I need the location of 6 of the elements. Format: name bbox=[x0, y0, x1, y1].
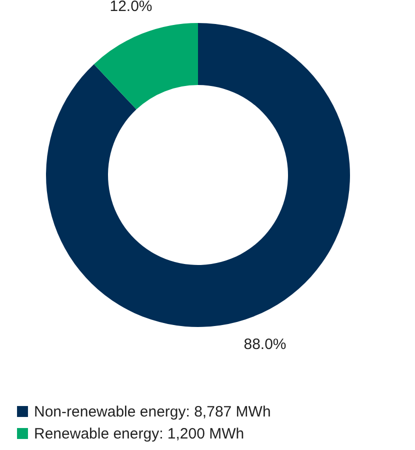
data-label: 12.0% bbox=[110, 0, 152, 15]
legend-label: Non-renewable energy: 8,787 MWh bbox=[34, 404, 271, 420]
donut-slice bbox=[46, 23, 350, 327]
donut-slice bbox=[94, 23, 198, 110]
data-label: 88.0% bbox=[244, 336, 286, 354]
legend-label: Renewable energy: 1,200 MWh bbox=[34, 426, 244, 442]
